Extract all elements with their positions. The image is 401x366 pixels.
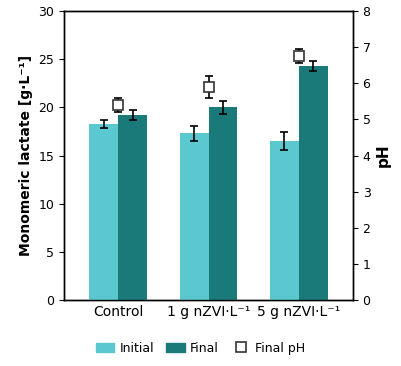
Bar: [270, 141, 299, 300]
Y-axis label: Monomeric lactate [g·L⁻¹]: Monomeric lactate [g·L⁻¹]: [19, 55, 33, 256]
Bar: [89, 124, 118, 300]
Legend: Initial, Final, Final pH: Initial, Final, Final pH: [91, 337, 310, 360]
Bar: [180, 133, 209, 300]
Y-axis label: pH: pH: [376, 144, 391, 167]
Bar: [209, 107, 237, 300]
Bar: [118, 115, 147, 300]
Bar: [299, 66, 328, 300]
